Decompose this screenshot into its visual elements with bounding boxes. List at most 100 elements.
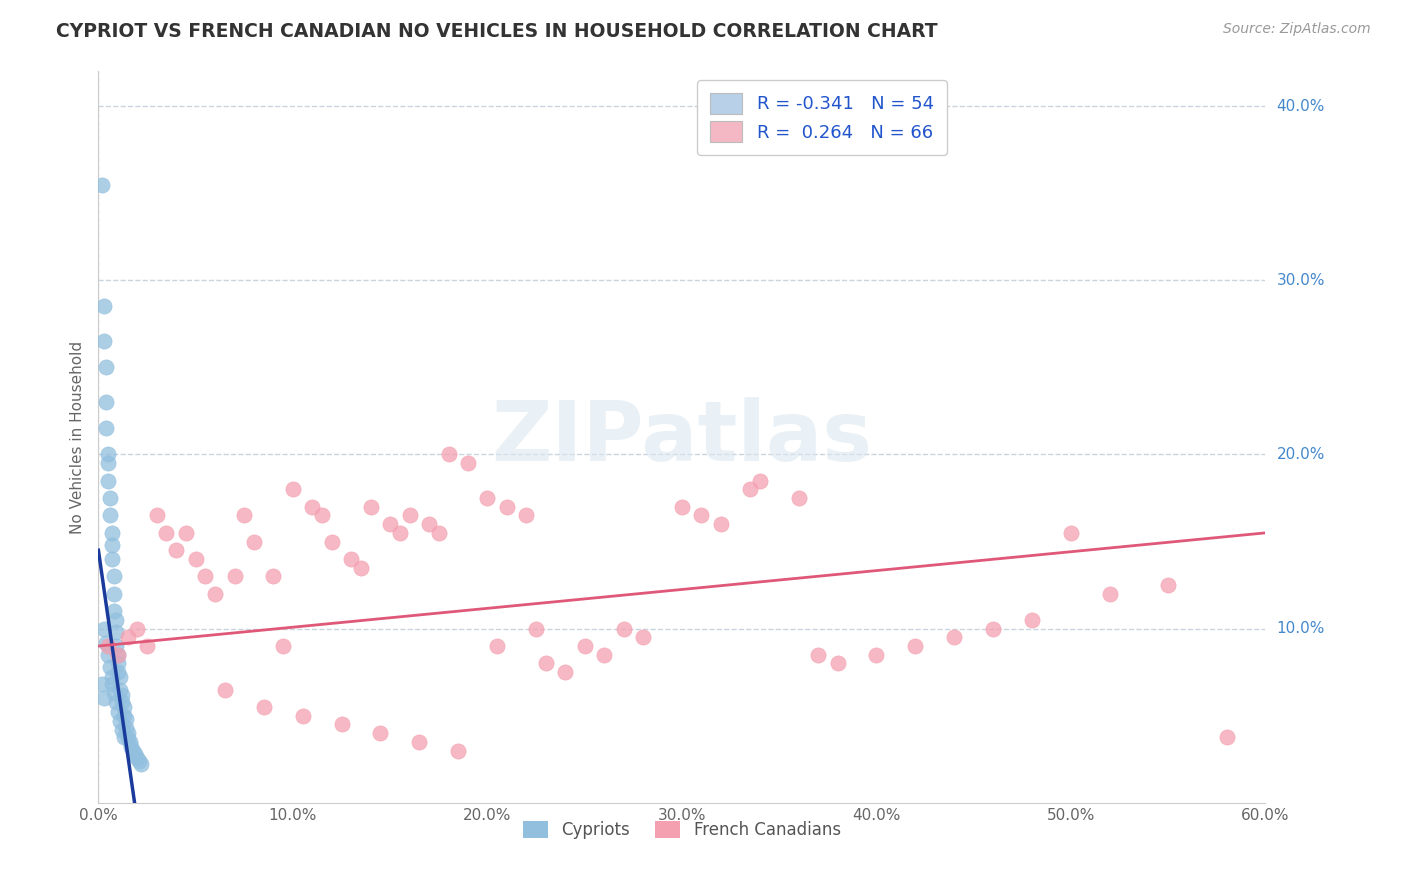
Point bbox=[108, 714, 131, 728]
Point bbox=[496, 500, 519, 514]
Point bbox=[98, 491, 121, 505]
Text: 40.0%: 40.0% bbox=[1277, 99, 1324, 113]
Point bbox=[262, 569, 284, 583]
Point bbox=[534, 657, 557, 671]
Point bbox=[574, 639, 596, 653]
Point bbox=[104, 639, 127, 653]
Point bbox=[107, 648, 129, 662]
Point bbox=[98, 660, 121, 674]
Point bbox=[96, 360, 118, 375]
Point bbox=[97, 448, 120, 462]
Point bbox=[104, 695, 127, 709]
Point bbox=[121, 740, 143, 755]
Point bbox=[97, 639, 120, 653]
Point bbox=[117, 726, 139, 740]
Point bbox=[112, 708, 135, 723]
Point bbox=[710, 517, 733, 532]
Point bbox=[146, 508, 169, 523]
Point bbox=[103, 569, 125, 583]
Text: ZIPatlas: ZIPatlas bbox=[492, 397, 872, 477]
Point bbox=[194, 569, 217, 583]
Point bbox=[136, 639, 159, 653]
Point bbox=[321, 534, 343, 549]
Point bbox=[301, 500, 323, 514]
Point bbox=[129, 757, 152, 772]
Point bbox=[114, 721, 136, 735]
Point bbox=[91, 178, 114, 192]
Point bbox=[554, 665, 576, 680]
Point bbox=[515, 508, 537, 523]
Point bbox=[108, 682, 131, 697]
Point bbox=[104, 613, 127, 627]
Text: 10.0%: 10.0% bbox=[1277, 621, 1324, 636]
Point bbox=[117, 731, 139, 746]
Point bbox=[330, 717, 353, 731]
Point bbox=[671, 500, 693, 514]
Point bbox=[165, 543, 187, 558]
Point bbox=[360, 500, 382, 514]
Point bbox=[291, 708, 314, 723]
Point bbox=[311, 508, 333, 523]
Text: 30.0%: 30.0% bbox=[1277, 273, 1324, 288]
Point bbox=[128, 754, 150, 768]
Point bbox=[93, 622, 115, 636]
Point bbox=[101, 677, 124, 691]
Point bbox=[807, 648, 830, 662]
Point bbox=[98, 508, 121, 523]
Legend: Cypriots, French Canadians: Cypriots, French Canadians bbox=[516, 814, 848, 846]
Y-axis label: No Vehicles in Household: No Vehicles in Household bbox=[70, 341, 86, 533]
Point bbox=[114, 712, 136, 726]
Point bbox=[101, 670, 124, 684]
Point bbox=[224, 569, 246, 583]
Point bbox=[101, 552, 124, 566]
Point bbox=[233, 508, 256, 523]
Point bbox=[408, 735, 430, 749]
Point bbox=[593, 648, 616, 662]
Point bbox=[107, 665, 129, 680]
Point bbox=[204, 587, 226, 601]
Point bbox=[103, 604, 125, 618]
Point bbox=[447, 743, 470, 757]
Point bbox=[613, 622, 636, 636]
Point bbox=[184, 552, 207, 566]
Point bbox=[96, 635, 118, 649]
Point bbox=[111, 695, 134, 709]
Point bbox=[107, 705, 129, 719]
Point bbox=[418, 517, 440, 532]
Point bbox=[107, 648, 129, 662]
Point bbox=[486, 639, 509, 653]
Point bbox=[93, 300, 115, 314]
Point bbox=[943, 631, 966, 645]
Point bbox=[904, 639, 927, 653]
Point bbox=[93, 334, 115, 349]
Point bbox=[127, 622, 149, 636]
Point bbox=[111, 723, 134, 737]
Point bbox=[111, 688, 134, 702]
Point bbox=[477, 491, 499, 505]
Point bbox=[124, 747, 146, 761]
Point bbox=[380, 517, 402, 532]
Point bbox=[118, 735, 141, 749]
Point bbox=[112, 730, 135, 744]
Point bbox=[340, 552, 363, 566]
Point bbox=[107, 657, 129, 671]
Point bbox=[174, 525, 197, 540]
Point bbox=[981, 622, 1004, 636]
Point bbox=[1098, 587, 1121, 601]
Point bbox=[103, 686, 125, 700]
Point bbox=[370, 726, 392, 740]
Point bbox=[437, 448, 460, 462]
Point bbox=[631, 631, 654, 645]
Point bbox=[1060, 525, 1083, 540]
Point bbox=[96, 395, 118, 409]
Point bbox=[122, 743, 145, 757]
Point bbox=[398, 508, 420, 523]
Point bbox=[127, 750, 149, 764]
Point bbox=[787, 491, 810, 505]
Point bbox=[101, 538, 124, 552]
Point bbox=[388, 525, 411, 540]
Text: CYPRIOT VS FRENCH CANADIAN NO VEHICLES IN HOUSEHOLD CORRELATION CHART: CYPRIOT VS FRENCH CANADIAN NO VEHICLES I… bbox=[56, 22, 938, 41]
Point bbox=[243, 534, 266, 549]
Point bbox=[827, 657, 849, 671]
Point bbox=[104, 625, 127, 640]
